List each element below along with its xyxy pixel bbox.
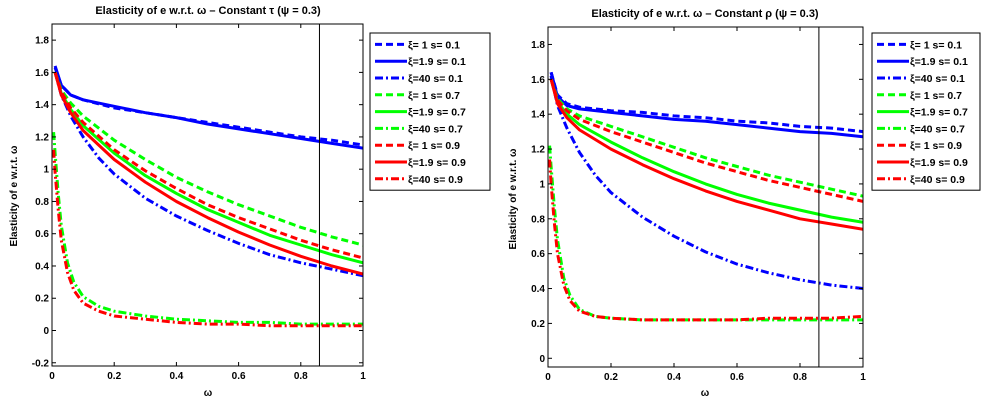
y-tick-label: 1.4 <box>35 100 49 111</box>
axes-box <box>51 23 364 367</box>
y-tick-label: 0.4 <box>531 284 545 295</box>
x-axis-label: ω <box>204 388 213 399</box>
plot-area: 0 0.2 0.4 0.6 0.8 1 0 0.2 0.4 0.6 0.8 1 1.2 1.4 1.6 1.8 <box>531 26 866 383</box>
legend-label: ξ=1.9 s= 0.7 <box>910 107 968 119</box>
legend-label: ξ=1.9 s= 0.7 <box>408 107 466 119</box>
series-line-6 <box>53 71 363 260</box>
y-axis-label: Elasticity of e w.r.t. ω <box>508 148 519 249</box>
legend-label: ξ=40 s= 0.9 <box>408 174 463 186</box>
y-tick-label: 0 <box>539 354 545 365</box>
y-tick-label: 0 <box>43 326 49 337</box>
legend-label: ξ= 1 s= 0.9 <box>408 140 460 152</box>
x-tick-label: 0.4 <box>667 372 681 383</box>
x-tick-label: 0.2 <box>604 372 618 383</box>
y-tick-label: 1 <box>43 165 49 176</box>
x-tick-label: 0.6 <box>730 372 744 383</box>
series-line-2 <box>53 72 363 278</box>
x-tick-label: 0 <box>545 372 551 383</box>
y-tick-label: 0.6 <box>531 249 545 260</box>
y-tick-label: 0.2 <box>35 294 49 305</box>
series-line-0 <box>53 67 363 147</box>
x-tick-label: 1 <box>860 372 866 383</box>
legend: ξ= 1 s= 0.1 ξ=1.9 s= 0.1 ξ=40 s= 0.1 ξ= 1 s… <box>871 32 981 191</box>
chart-panel-constant-tau: Elasticity of e w.r.t. ω – Constant τ (ψ… <box>9 5 491 399</box>
y-tick-label: 0.2 <box>531 319 545 330</box>
y-tick-label: 1.6 <box>35 68 49 79</box>
x-tick-label: 0.8 <box>294 371 308 382</box>
chart-panel-constant-rho: Elasticity of e w.r.t. ω – Constant ρ (ψ… <box>508 8 981 399</box>
legend-label: ξ= 1 s= 0.1 <box>408 39 460 51</box>
series-line-3 <box>53 71 363 247</box>
legend-label: ξ= 1 s= 0.1 <box>910 39 962 51</box>
plot-area: 0 0.2 0.4 0.6 0.8 1 -0.2 0 0.2 0.4 0.6 0.8 1 1.2 1.4 1.… <box>32 23 366 382</box>
y-tick-label: 1.2 <box>35 132 49 143</box>
series-line-4 <box>53 71 363 265</box>
y-tick-label: 0.4 <box>35 261 49 272</box>
y-tick-label: 0.8 <box>531 214 545 225</box>
y-tick-label: 1 <box>539 179 545 190</box>
series-line-1 <box>549 71 863 139</box>
legend: ξ= 1 s= 0.1 ξ=1.9 s= 0.1 ξ=40 s= 0.1 ξ= 1 s… <box>369 32 491 191</box>
y-tick-label: -0.2 <box>32 358 50 369</box>
x-tick-label: 0 <box>49 371 55 382</box>
series-line-5 <box>52 131 363 326</box>
series-line-4 <box>549 78 863 224</box>
legend-label: ξ=40 s= 0.9 <box>910 174 965 186</box>
legend-label: ξ=40 s= 0.1 <box>910 73 965 85</box>
chart-title: Elasticity of e w.r.t. ω – Constant ρ (ψ… <box>591 8 819 20</box>
series-line-2 <box>549 75 863 290</box>
legend-label: ξ=40 s= 0.7 <box>408 123 463 135</box>
y-tick-label: 1.8 <box>35 36 49 47</box>
y-tick-label: 1.8 <box>531 40 545 51</box>
series-line-7 <box>53 72 363 276</box>
x-tick-label: 0.2 <box>107 371 121 382</box>
legend-label: ξ=1.9 s= 0.9 <box>408 157 466 169</box>
series-line-8 <box>548 159 863 322</box>
legend-label: ξ=40 s= 0.7 <box>910 123 965 135</box>
x-axis-label: ω <box>701 388 710 399</box>
legend-label: ξ=1.9 s= 0.9 <box>910 157 968 169</box>
legend-label: ξ= 1 s= 0.7 <box>910 90 962 102</box>
legend-label: ξ= 1 s= 0.9 <box>910 140 962 152</box>
y-tick-label: 1.6 <box>531 75 545 86</box>
series-line-8 <box>52 149 363 328</box>
series-line-6 <box>549 78 863 203</box>
y-tick-label: 0.8 <box>35 197 49 208</box>
x-tick-label: 0.6 <box>232 371 246 382</box>
y-tick-label: 1.2 <box>531 145 545 156</box>
x-tick-label: 1 <box>360 371 366 382</box>
legend-label: ξ=1.9 s= 0.1 <box>910 56 968 68</box>
legend-label: ξ=1.9 s= 0.1 <box>408 56 466 68</box>
legend-label: ξ= 1 s= 0.7 <box>408 90 460 102</box>
x-tick-label: 0.8 <box>793 372 807 383</box>
y-tick-label: 0.6 <box>35 229 49 240</box>
y-tick-label: 1.4 <box>531 110 545 121</box>
axes-box <box>547 26 864 368</box>
chart-title: Elasticity of e w.r.t. ω – Constant τ (ψ… <box>95 5 321 17</box>
series-line-7 <box>549 78 863 231</box>
y-axis-label: Elasticity of e w.r.t. ω <box>9 145 20 246</box>
legend-label: ξ=40 s= 0.1 <box>408 73 463 85</box>
x-tick-label: 0.4 <box>169 371 183 382</box>
series-line-1 <box>53 65 363 150</box>
